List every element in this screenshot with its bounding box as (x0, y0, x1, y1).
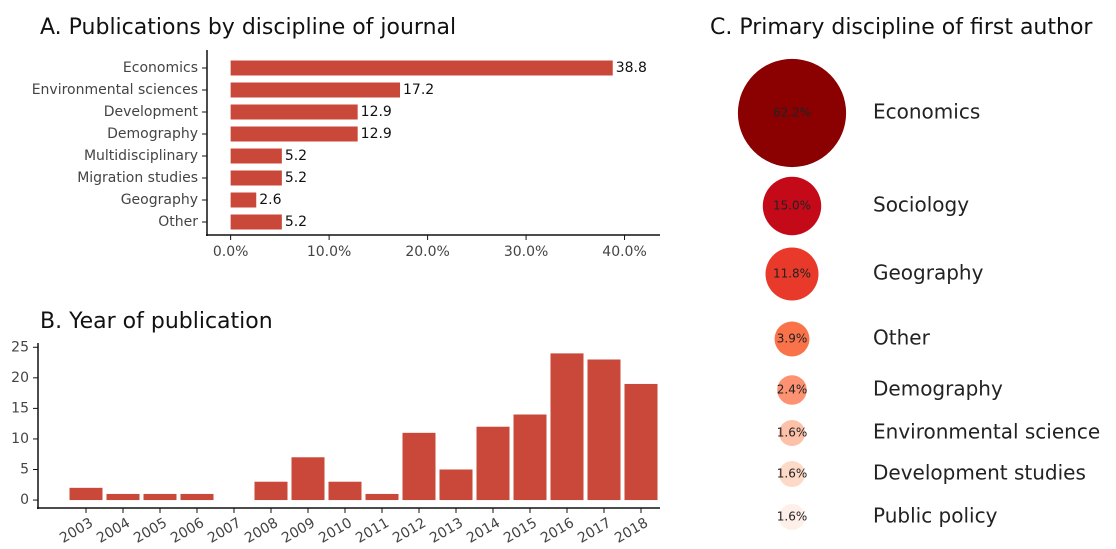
bar (365, 493, 399, 501)
x-tick-label: 2015 (501, 515, 540, 547)
y-tick-label: Development (104, 104, 199, 120)
bar (230, 170, 282, 186)
x-tick-label: 2004 (94, 515, 133, 547)
value-label: 5.2 (285, 214, 307, 230)
panel-c-title: C. Primary discipline of first author (710, 15, 1093, 40)
bar (230, 192, 257, 208)
bar (230, 148, 282, 164)
y-tick-label: Economics (123, 60, 198, 76)
category-label: Demography (873, 377, 1003, 401)
value-label: 5.2 (285, 170, 307, 186)
x-tick-label: 2005 (131, 515, 170, 547)
category-label: Development studies (873, 461, 1086, 485)
x-tick-label: 2008 (242, 515, 281, 547)
category-label: Geography (873, 261, 984, 285)
x-tick-label: 2016 (538, 515, 577, 547)
x-tick-label: 40.0% (602, 244, 646, 260)
category-label: Public policy (873, 504, 998, 528)
x-tick-label: 2009 (279, 515, 318, 547)
panel-b-title: B. Year of publication (40, 309, 273, 334)
bar (328, 481, 362, 501)
x-tick-label: 2017 (575, 515, 614, 547)
y-tick-label: 25 (11, 339, 29, 355)
value-label: 62.2% (773, 106, 811, 120)
bubble (762, 176, 822, 236)
value-label: 12.9 (361, 126, 392, 142)
x-tick-label: 2007 (205, 515, 244, 547)
x-tick-label: 2014 (464, 515, 503, 547)
y-tick-label: 15 (11, 400, 29, 416)
y-tick-label: Geography (121, 192, 198, 208)
x-tick-label: 2006 (168, 515, 207, 547)
value-label: 11.8% (773, 267, 811, 281)
category-label: Sociology (873, 193, 969, 217)
bubble (737, 58, 847, 168)
value-label: 2.4% (777, 383, 808, 397)
panel-a-title: A. Publications by discipline of journal (40, 15, 456, 40)
value-label: 1.6% (777, 467, 808, 481)
x-tick-label: 2013 (427, 515, 466, 547)
bar (254, 481, 288, 501)
bubble (777, 375, 807, 405)
bar (180, 493, 214, 501)
x-tick-label: 2011 (353, 515, 392, 547)
bar (230, 104, 358, 120)
value-label: 12.9 (361, 104, 392, 120)
value-label: 3.9% (777, 332, 808, 346)
x-tick-label: 2010 (316, 515, 355, 547)
y-tick-label: 10 (11, 431, 29, 447)
bar (476, 426, 510, 501)
x-tick-label: 2003 (57, 515, 96, 547)
y-tick-label: Environmental sciences (32, 82, 198, 98)
x-tick-label: 2012 (390, 515, 429, 547)
y-tick-label: 20 (11, 370, 29, 386)
bar (230, 126, 358, 142)
bar (291, 457, 325, 501)
y-tick-label: 0 (20, 492, 29, 508)
bubble (778, 503, 806, 531)
value-label: 2.6 (259, 192, 281, 208)
bubble (774, 321, 810, 357)
bar (230, 214, 282, 230)
bar (106, 493, 140, 501)
category-label: Other (873, 326, 931, 350)
bubble (778, 460, 806, 488)
bar (624, 383, 658, 501)
y-tick-label: 5 (20, 462, 29, 478)
bar (587, 359, 621, 501)
bar (143, 493, 177, 501)
category-label: Economics (873, 100, 980, 124)
bar (439, 469, 473, 501)
value-label: 5.2 (285, 148, 307, 164)
bubble (778, 419, 806, 447)
value-label: 38.8 (616, 60, 647, 76)
value-label: 1.6% (777, 510, 808, 524)
bar (513, 414, 547, 501)
y-tick-label: Demography (107, 126, 198, 142)
value-label: 17.2 (403, 82, 434, 98)
value-label: 1.6% (777, 426, 808, 440)
x-tick-label: 2018 (612, 515, 651, 547)
y-tick-label: Other (158, 214, 198, 230)
bar (69, 487, 103, 501)
bar (230, 60, 613, 76)
bar (550, 353, 584, 501)
y-tick-label: Multidisciplinary (84, 148, 198, 164)
y-tick-label: Migration studies (77, 170, 198, 186)
x-tick-label: 30.0% (504, 244, 548, 260)
bubble (765, 247, 819, 301)
x-tick-label: 0.0% (213, 244, 249, 260)
category-label: Environmental science (873, 420, 1100, 444)
bar (230, 82, 401, 98)
value-label: 15.0% (773, 199, 811, 213)
x-tick-label: 20.0% (405, 244, 449, 260)
bar (402, 432, 436, 501)
x-tick-label: 10.0% (307, 244, 351, 260)
